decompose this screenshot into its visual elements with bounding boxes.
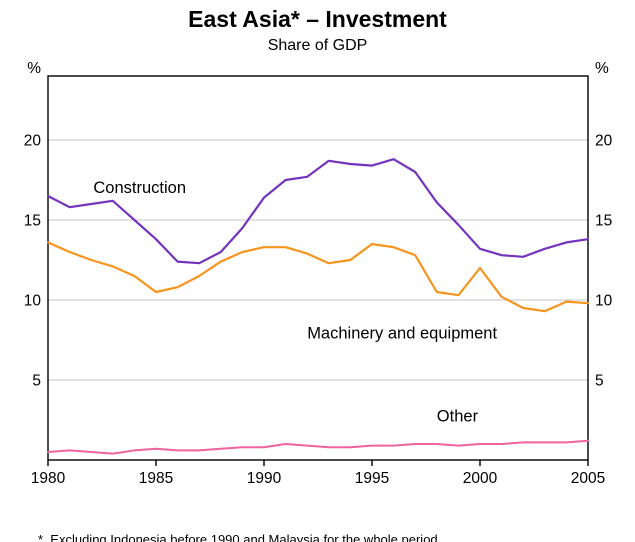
x-tick-label: 2000 xyxy=(463,470,498,487)
x-tick-label: 1980 xyxy=(31,470,66,487)
series-label-machinery: Machinery and equipment xyxy=(307,324,497,342)
gridlines xyxy=(48,139,588,381)
series-line-machinery xyxy=(46,241,590,313)
y-tick-label-left: 20 xyxy=(24,133,42,150)
y-tick-label-right: 15 xyxy=(595,213,612,230)
x-axis-labels: 1980 1985 1990 1995 2000 2005 xyxy=(31,470,605,487)
chart-subtitle: Share of GDP xyxy=(267,37,368,54)
y-tick-label-right: 20 xyxy=(595,133,613,150)
footnotes: * Excluding Indonesia before 1990 and Ma… xyxy=(38,497,625,542)
x-tick-label: 1995 xyxy=(355,470,389,487)
x-axis-ticks xyxy=(47,460,589,466)
series-line-other xyxy=(47,439,589,455)
unit-label-right: % xyxy=(595,60,609,77)
series-label-other: Other xyxy=(437,408,479,426)
series-line-construction xyxy=(46,158,590,265)
y-tick-label-left: 5 xyxy=(32,373,41,390)
unit-label-left: % xyxy=(27,60,41,77)
y-tick-label-right: 10 xyxy=(595,293,613,310)
investment-chart: 5 10 15 20% 5 10 15 20% 1980 1985 1990 1995 2000 20… xyxy=(24,60,613,487)
x-tick-label: 1985 xyxy=(139,470,173,487)
footnote-text: * Excluding Indonesia before 1990 and Ma… xyxy=(38,532,438,542)
y-axis-labels-left: 5 10 15 20% xyxy=(24,60,42,390)
series-label-construction: Construction xyxy=(93,179,186,197)
plot-border xyxy=(47,75,589,461)
x-tick-label: 1990 xyxy=(247,470,282,487)
y-axis-labels-right: 5 10 15 20% xyxy=(595,60,613,390)
y-tick-label-left: 15 xyxy=(24,213,41,230)
x-tick-label: 2005 xyxy=(571,470,605,487)
y-tick-label-right: 5 xyxy=(595,373,604,390)
chart-title: East Asia* – Investment xyxy=(188,6,447,32)
y-tick-label-left: 10 xyxy=(24,293,42,310)
